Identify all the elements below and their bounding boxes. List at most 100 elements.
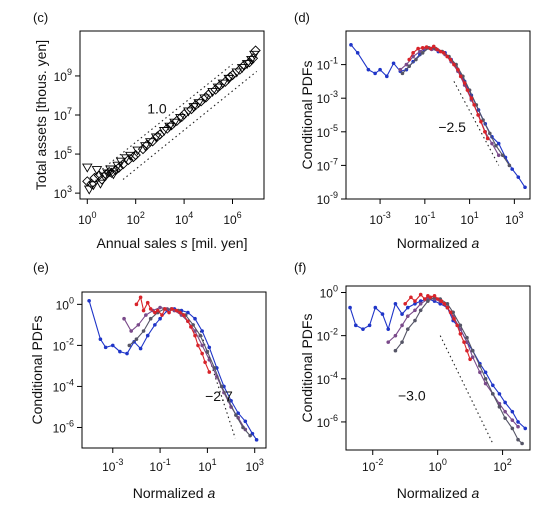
y-tick-label: 100 xyxy=(320,283,338,300)
scatter-point xyxy=(199,94,210,104)
data-point xyxy=(243,419,248,424)
data-point xyxy=(129,329,133,333)
data-point xyxy=(141,308,146,313)
data-point xyxy=(196,343,200,348)
data-point xyxy=(452,317,456,321)
data-point xyxy=(200,343,204,348)
data-point xyxy=(411,51,415,55)
data-point xyxy=(207,370,212,374)
data-point xyxy=(127,343,132,348)
data-point xyxy=(458,74,463,79)
data-layer xyxy=(349,43,527,190)
series-line xyxy=(399,48,500,156)
data-point xyxy=(510,418,515,423)
data-point xyxy=(193,333,197,338)
data-point xyxy=(469,96,474,100)
scatter-point xyxy=(132,146,143,156)
y-tick-label: 10-6 xyxy=(317,413,338,430)
x-tick-label: 100 xyxy=(78,210,96,227)
scatter-point xyxy=(98,172,110,182)
scatter-point xyxy=(164,122,175,132)
data-point xyxy=(186,310,190,315)
y-tick-label: 10-2 xyxy=(317,327,338,344)
scatter-point xyxy=(91,166,103,176)
data-point xyxy=(200,351,204,356)
data-point xyxy=(458,332,463,336)
data-point xyxy=(426,299,430,303)
data-point xyxy=(516,424,520,429)
y-tick-label: 107 xyxy=(54,106,72,123)
x-tick-label: 103 xyxy=(505,210,523,227)
data-point xyxy=(386,327,391,331)
scatter-point xyxy=(250,45,261,56)
data-point xyxy=(490,383,495,388)
data-point xyxy=(483,370,488,375)
data-point xyxy=(503,400,507,405)
series-line xyxy=(88,300,258,441)
y-tick-label: 10-2 xyxy=(53,336,74,353)
data-point xyxy=(462,340,466,344)
data-point xyxy=(393,301,398,306)
y-axis-title: Conditional PDFs xyxy=(299,61,315,170)
data-point xyxy=(472,103,476,107)
y-tick-label: 10-1 xyxy=(317,56,338,73)
chart-panel-d: (d) 10-3 10-1 101 103 10-1 10-3 10-5 10-7 10-9 −2.… xyxy=(294,10,531,251)
data-point xyxy=(98,337,103,342)
data-point xyxy=(483,130,487,134)
data-point xyxy=(462,81,467,85)
data-point xyxy=(465,348,469,353)
y-tick-label: 10-5 xyxy=(317,123,338,140)
data-point xyxy=(234,413,238,417)
data-point xyxy=(403,301,407,306)
data-point xyxy=(110,343,115,348)
panel-label: (d) xyxy=(294,10,310,25)
data-layer xyxy=(81,45,261,195)
scatter-point xyxy=(169,118,180,128)
scatter-point xyxy=(212,83,224,93)
data-point xyxy=(490,392,495,396)
scatter-point xyxy=(223,74,235,84)
x-tick-label: 106 xyxy=(223,210,241,227)
x-tick-label: 10-2 xyxy=(362,457,383,474)
data-point xyxy=(435,297,440,301)
data-point xyxy=(160,313,164,317)
y-axis-title: Conditional PDFs xyxy=(29,316,45,425)
guide-line xyxy=(439,335,494,444)
data-point xyxy=(497,405,502,409)
data-point xyxy=(174,308,179,313)
data-point xyxy=(413,308,417,313)
x-tick-label: 102 xyxy=(493,457,511,474)
data-point xyxy=(181,313,186,317)
data-point xyxy=(432,294,437,298)
data-point xyxy=(448,57,453,62)
data-point xyxy=(442,301,447,306)
data-point xyxy=(393,333,398,338)
scatter-point xyxy=(95,179,106,189)
data-point xyxy=(500,153,505,158)
scatter-point xyxy=(236,64,248,74)
data-point xyxy=(148,316,153,321)
data-point xyxy=(254,438,259,442)
data-point xyxy=(409,295,413,300)
data-point xyxy=(478,370,482,375)
y-tick-label: 10-6 xyxy=(53,418,74,435)
data-point xyxy=(373,71,377,76)
scatter-point xyxy=(231,68,243,78)
data-point xyxy=(465,88,470,92)
data-point xyxy=(400,323,404,328)
data-point xyxy=(448,310,453,315)
scatter-point xyxy=(193,99,204,109)
data-point xyxy=(494,143,498,148)
data-point xyxy=(439,299,444,303)
plot-frame xyxy=(81,291,267,449)
data-point xyxy=(405,314,410,318)
scatter-point xyxy=(188,103,200,113)
guide-line xyxy=(98,63,233,173)
data-point xyxy=(470,348,475,353)
data-point xyxy=(153,323,157,327)
data-point xyxy=(378,67,382,72)
data-point xyxy=(248,433,252,438)
x-tick-label: 101 xyxy=(460,210,478,227)
data-point xyxy=(523,185,527,190)
data-point xyxy=(407,57,411,62)
